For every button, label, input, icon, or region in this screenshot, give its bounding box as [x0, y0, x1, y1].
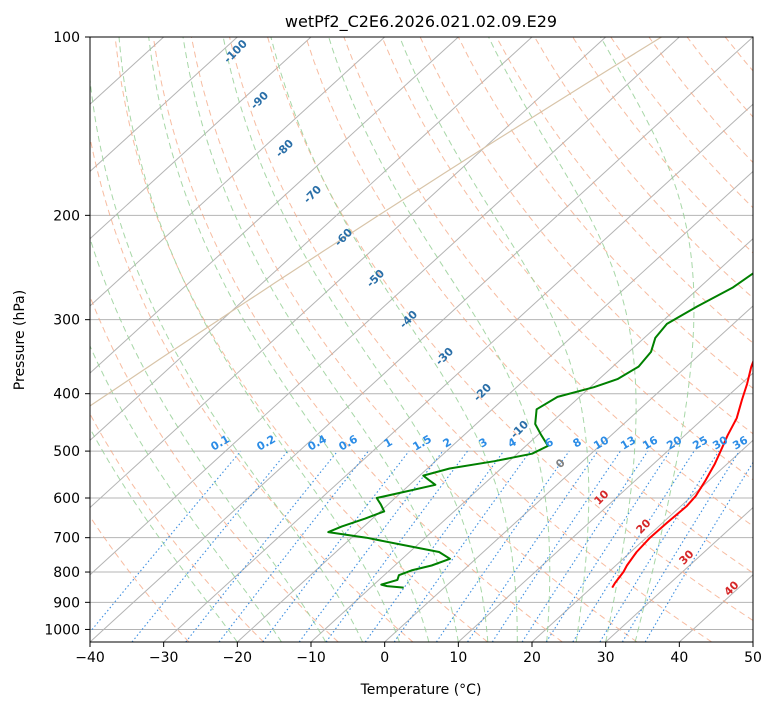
- y-axis-label: Pressure (hPa): [12, 290, 28, 390]
- dewpoint-profile-line: [327, 272, 753, 589]
- x-tick-label: 10: [449, 650, 467, 666]
- moist-adiabat-line: [182, 37, 459, 642]
- y-tick-label: 500: [53, 444, 80, 460]
- y-tick-label: 800: [53, 565, 80, 581]
- isotherm-line: [90, 37, 680, 576]
- isotherm-line: [531, 439, 753, 642]
- mixing-ratio-line: [545, 450, 671, 642]
- dry-adiabat-line: [457, 37, 753, 389]
- mixing-ratio-line: [262, 450, 410, 642]
- mixing-ratio-line: [393, 450, 531, 642]
- dry-adiabat-line: [381, 37, 753, 481]
- y-tick-label: 1000: [44, 622, 80, 638]
- dry-adiabat-line: [534, 37, 753, 299]
- y-tick-label: 900: [53, 595, 80, 611]
- mixing-ratio-line: [325, 450, 468, 642]
- isotherm-line: [90, 37, 312, 240]
- background-lines: [90, 37, 753, 642]
- y-tick-label: 700: [53, 531, 80, 547]
- dry-adiabat-line: [267, 37, 753, 622]
- moist-adiabat-line: [600, 37, 695, 642]
- mixing-ratio-line: [621, 450, 740, 642]
- moist-adiabat-line: [270, 37, 518, 642]
- plot-frame: [89, 36, 754, 643]
- mixing-ratio-line: [90, 450, 242, 633]
- reference-curve: [90, 37, 662, 407]
- isotherm-line: [457, 372, 753, 642]
- dry-adiabat-line: [90, 412, 264, 642]
- x-axis-ticks: −40 −30 −20 −10 0 10 20 30 40 50: [75, 642, 762, 666]
- x-tick-label: −10: [296, 650, 326, 666]
- mixing-ratio-line: [467, 450, 599, 642]
- isotherm-line: [605, 506, 753, 642]
- temperature-profile-line: [611, 359, 753, 589]
- dry-adiabat-line: [152, 37, 563, 642]
- x-tick-label: 40: [670, 650, 688, 666]
- x-tick-label: −40: [75, 650, 105, 666]
- moist-adiabat-line: [90, 74, 364, 642]
- mixing-ratio-line: [364, 450, 505, 642]
- isotherm-line: [90, 37, 607, 509]
- moist-adiabat-line: [148, 37, 430, 642]
- isotherm-line: [90, 37, 238, 173]
- dry-adiabat-line: [229, 37, 712, 642]
- moist-adiabat-line: [90, 236, 327, 642]
- x-tick-label: −20: [223, 650, 253, 666]
- x-axis-label: Temperature (°C): [360, 682, 482, 698]
- dry-adiabat-line: [343, 37, 753, 527]
- isotherm-line: [310, 237, 753, 642]
- mixing-ratio-line: [572, 450, 695, 642]
- isotherm-line: [90, 37, 533, 442]
- x-tick-label: 50: [744, 650, 762, 666]
- x-tick-label: −30: [149, 650, 179, 666]
- moist-adiabat-line: [222, 37, 489, 642]
- mixing-ratio-line: [521, 450, 649, 642]
- isotherm-line: [90, 37, 386, 307]
- mixing-ratio-line: [185, 450, 339, 642]
- moist-adiabat-line: [399, 37, 590, 642]
- mixing-ratio-line: [435, 450, 570, 642]
- mixing-ratio-line: [491, 450, 621, 642]
- y-axis-ticks: 100 200 300 400 500 600 700 800 900 1000: [44, 30, 90, 638]
- y-tick-label: 300: [53, 313, 80, 329]
- x-tick-label: 20: [523, 650, 541, 666]
- dry-adiabat-line: [90, 515, 190, 642]
- isotherm-line: [236, 170, 753, 642]
- mixing-ratio-line: [298, 450, 444, 642]
- isotherm-line: [384, 305, 753, 642]
- dry-adiabat-line: [495, 37, 753, 344]
- chart-title: wetPf2_C2E6.2026.021.02.09.E29: [285, 12, 557, 32]
- x-tick-label: 0: [380, 650, 389, 666]
- moist-adiabat-line: [488, 37, 637, 642]
- isotherm-line: [90, 37, 753, 642]
- y-tick-label: 400: [53, 387, 80, 403]
- isotherm-line: [90, 37, 459, 374]
- profile-series: [327, 272, 753, 589]
- moist-adiabat-line: [90, 427, 238, 642]
- x-tick-label: 30: [597, 650, 615, 666]
- dry-adiabat-line: [90, 135, 414, 642]
- y-tick-label: 100: [53, 30, 80, 46]
- dry-adiabat-line: [419, 37, 753, 435]
- dry-adiabat-line: [305, 37, 753, 574]
- y-tick-label: 200: [53, 208, 80, 224]
- isotherm-line: [163, 103, 753, 642]
- y-tick-label: 600: [53, 491, 80, 507]
- mixing-ratio-line: [131, 450, 289, 642]
- moist-adiabat-line: [118, 37, 400, 642]
